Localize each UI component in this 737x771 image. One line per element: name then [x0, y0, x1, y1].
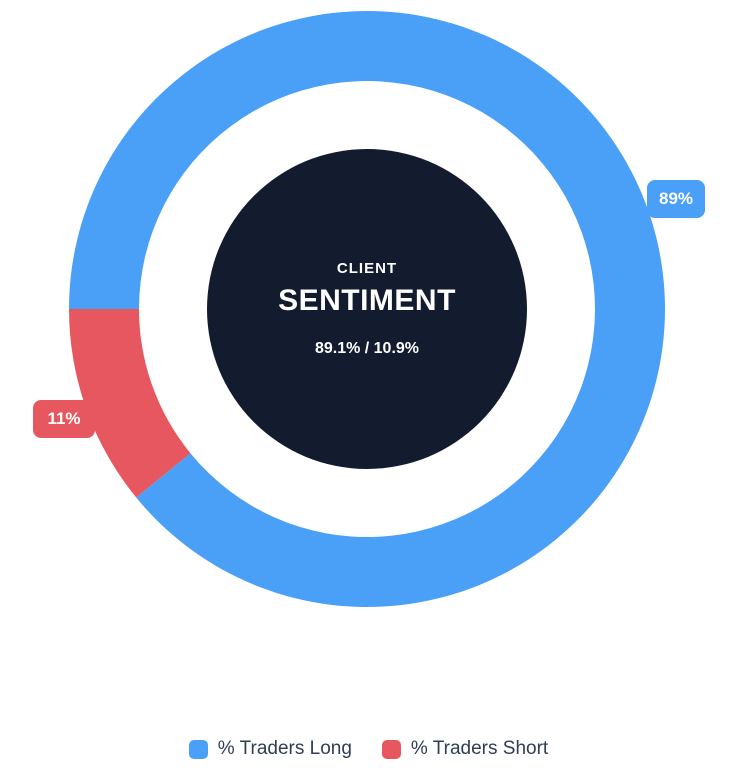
sentiment-donut-chart: [69, 11, 665, 608]
traders-long-swatch-icon: [188, 739, 208, 759]
short-percentage-badge: 11%: [33, 400, 95, 438]
center-title-client: CLIENT: [336, 260, 398, 277]
legend-item-traders-short[interactable]: % Traders Short: [381, 738, 549, 760]
legend-label-traders-short: % Traders Short: [410, 738, 549, 759]
center-disc-circle: [207, 149, 527, 469]
traders-short-swatch-icon: [381, 739, 401, 759]
center-ratio-value: 89.1% / 10.9%: [314, 340, 420, 357]
legend-item-traders-long[interactable]: % Traders Long: [188, 738, 352, 760]
center-title-sentiment: SENTIMENT: [278, 284, 456, 317]
long-percentage-badge: 89%: [647, 180, 705, 218]
donut-segment-short[interactable]: [69, 309, 191, 498]
chart-center-label: CLIENT SENTIMENT 89.1% / 10.9%: [207, 149, 527, 469]
legend-label-traders-long: % Traders Long: [217, 738, 352, 759]
chart-legend: % Traders Long % Traders Short: [0, 738, 737, 760]
